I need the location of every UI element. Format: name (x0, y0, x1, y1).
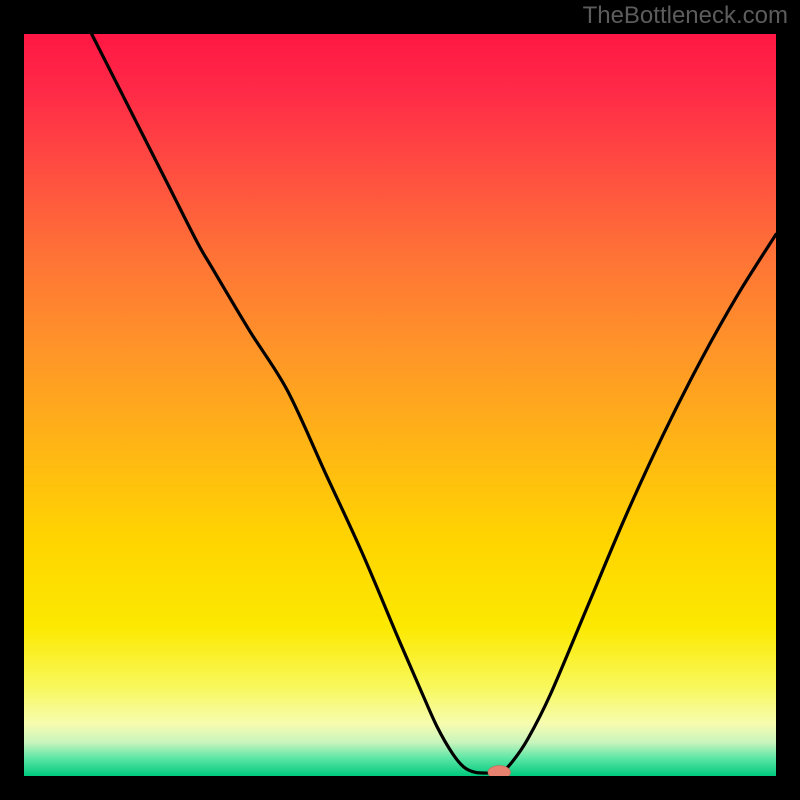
bottleneck-chart (0, 0, 800, 800)
watermark-text: TheBottleneck.com (583, 2, 788, 30)
optimal-point-marker (488, 766, 511, 779)
bottleneck-curve (92, 34, 776, 773)
